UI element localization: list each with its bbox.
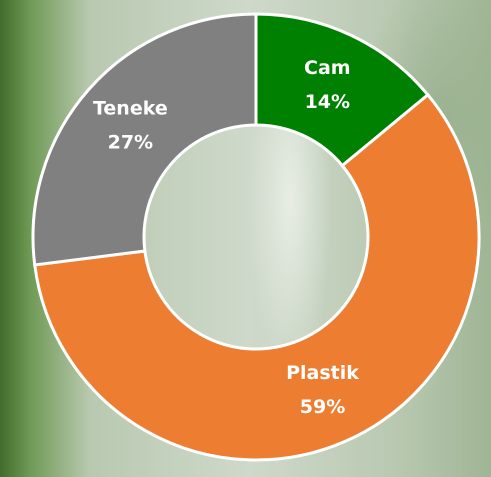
slice-value-label: 14% — [305, 91, 350, 113]
donut-slice — [31, 12, 258, 267]
slice-value-label: 59% — [300, 396, 345, 418]
slice-category-label: Cam — [304, 57, 351, 79]
slice-category-label: Teneke — [93, 98, 168, 120]
slice-value-label: 27% — [108, 132, 153, 154]
slice-category-label: Plastik — [286, 362, 359, 384]
donut-slice — [33, 92, 481, 462]
